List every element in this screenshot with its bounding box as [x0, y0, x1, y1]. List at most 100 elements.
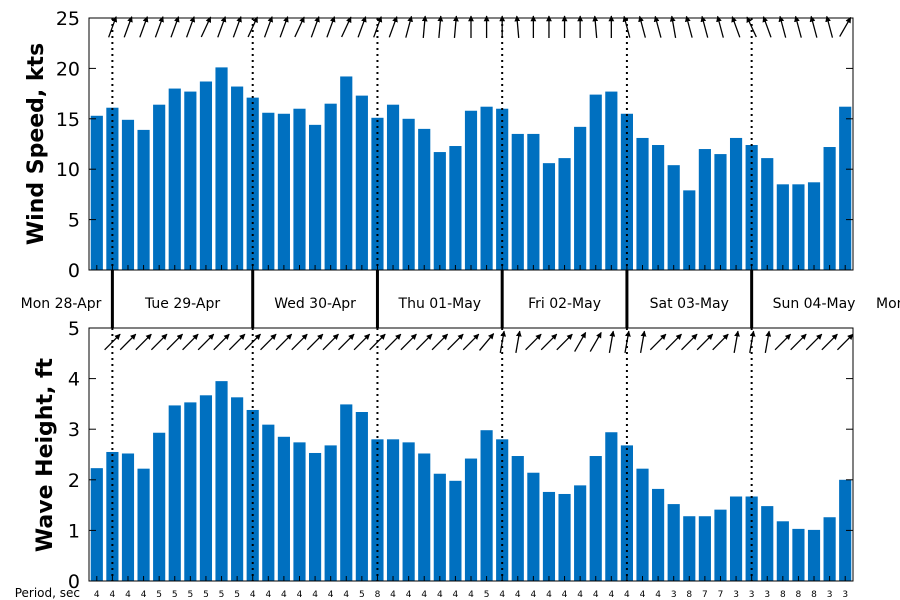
wave-direction-arrow: [649, 333, 667, 351]
wave-direction-arrow: [712, 333, 729, 351]
wave-direction-arrow: [805, 333, 823, 351]
wave-bar: [761, 506, 774, 581]
wind-direction-arrow: [653, 15, 662, 38]
wave-day-dividers: [111, 328, 753, 581]
wave-direction-arrow: [150, 333, 168, 351]
wind-bar: [496, 108, 509, 270]
wave-bar: [823, 517, 836, 581]
wind-bars: [90, 67, 852, 271]
period-label: Period, sec: [15, 586, 80, 600]
wave-direction-arrow: [119, 333, 137, 351]
wave-direction-arrow: [525, 333, 542, 351]
wave-direction-arrow: [447, 333, 464, 351]
wind-direction-arrow: [700, 15, 709, 38]
period-value: 3: [827, 590, 833, 600]
day-label: Thu 01-May: [398, 296, 482, 312]
wave-y-ticks: 0 1 2 3 4 5: [68, 318, 853, 593]
wind-speed-panel: 0 5 10 15 20 25 Wind Speed, kts: [24, 8, 854, 282]
wave-bar: [246, 409, 259, 581]
wind-direction-arrow: [638, 15, 646, 38]
y-tick-label: 0: [68, 260, 80, 282]
period-value: 4: [468, 590, 474, 600]
wave-direction-arrow: [384, 333, 402, 351]
wind-direction-arrow: [421, 15, 428, 39]
period-value: 5: [203, 590, 209, 600]
wind-bar: [402, 118, 415, 270]
wind-bar: [464, 110, 478, 271]
wave-direction-arrow: [733, 330, 740, 353]
wind-bar: [792, 184, 805, 270]
wind-direction-arrow: [373, 16, 383, 38]
wind-bar: [542, 163, 556, 270]
period-value: 4: [406, 590, 412, 600]
day-label: Mon: [876, 296, 900, 312]
wave-bar: [262, 424, 275, 581]
wind-bar: [340, 76, 353, 271]
wave-direction-arrow: [556, 333, 573, 351]
period-value: 4: [499, 590, 505, 600]
wind-bar: [121, 119, 135, 270]
wind-direction-arrow: [310, 16, 320, 38]
wave-bar: [683, 516, 696, 581]
wave-bar: [714, 509, 727, 581]
wind-bar: [511, 133, 524, 270]
wind-bar: [745, 145, 758, 270]
wave-bar: [355, 412, 368, 581]
wave-bar: [527, 472, 540, 581]
y-tick-label: 15: [56, 109, 80, 131]
period-value: 4: [655, 590, 661, 600]
wave-bar: [90, 468, 103, 581]
wind-direction-arrow: [108, 16, 118, 38]
wind-bar: [153, 104, 166, 270]
wind-direction-arrow: [326, 16, 336, 38]
period-value: 5: [359, 590, 365, 600]
period-value: 4: [281, 590, 287, 600]
wave-bar: [589, 456, 602, 581]
wave-bar: [106, 451, 119, 581]
period-value: 4: [624, 590, 630, 600]
wind-bar: [667, 165, 680, 270]
wind-bar: [184, 91, 197, 270]
period-value: 4: [562, 590, 568, 600]
wind-bar: [729, 137, 743, 270]
period-value: 4: [390, 590, 396, 600]
wind-bar: [807, 182, 821, 270]
period-value: 4: [141, 590, 147, 600]
wind-direction-arrow: [263, 16, 274, 38]
period-value: 4: [328, 590, 334, 600]
wave-direction-arrow: [764, 330, 772, 353]
wave-bar: [605, 432, 618, 581]
wave-direction-arrow: [479, 333, 495, 351]
wind-bar: [776, 184, 789, 270]
wind-bar: [636, 137, 649, 270]
wave-direction-arrow: [400, 333, 417, 351]
wave-direction-arrow: [696, 333, 714, 351]
wind-bar: [386, 104, 400, 270]
wave-direction-arrow: [260, 333, 277, 351]
wave-direction-arrow: [322, 333, 339, 351]
y-tick-label: 5: [68, 318, 80, 340]
day-label: Sat 03-May: [650, 296, 729, 312]
y-tick-label: 20: [56, 58, 80, 80]
wave-bar: [449, 480, 462, 581]
wave-bar: [433, 473, 446, 581]
period-value: 4: [250, 590, 256, 600]
wind-day-dividers: [111, 18, 753, 270]
wave-bar: [667, 504, 680, 581]
wind-bar: [137, 129, 150, 270]
wave-bar: [215, 381, 228, 581]
wave-bar: [231, 397, 244, 581]
wind-ylabel: Wind Speed, kts: [24, 43, 49, 245]
wave-ylabel: Wave Height, ft: [33, 357, 58, 552]
wave-direction-arrow: [774, 333, 792, 351]
wave-height-panel: 0 1 2 3 4 5 Wave Height, ft: [33, 318, 854, 593]
wave-bars: [90, 381, 852, 581]
wave-direction-arrow: [182, 333, 199, 351]
wave-bar: [293, 442, 306, 581]
wind-bar: [558, 158, 571, 270]
wind-direction-arrow: [794, 15, 802, 38]
wind-bar: [620, 113, 633, 270]
wave-direction-arrow: [353, 333, 371, 351]
wind-direction-arrow: [279, 16, 289, 38]
